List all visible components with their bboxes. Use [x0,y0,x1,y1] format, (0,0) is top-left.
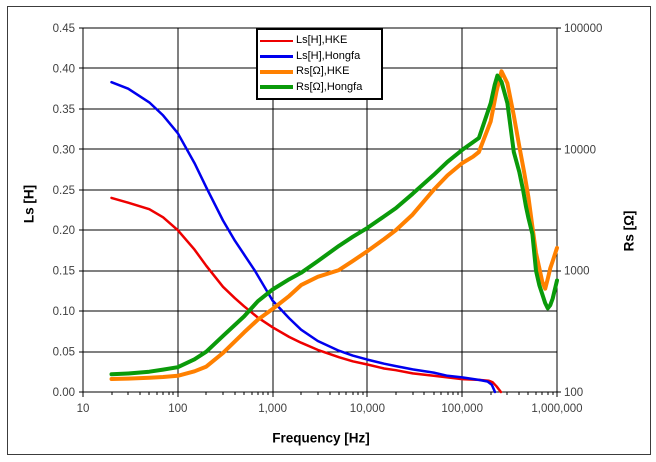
left-axis-tick-label: 0.30 [53,144,75,156]
right-axis-tick-label: 1000 [564,266,590,278]
legend-label: Rs[Ω],Hongfa [296,80,363,93]
legend-label: Ls[H],Hongfa [296,49,361,62]
left-axis-tick-label: 0.00 [53,387,75,399]
series-line-Rs[Ω],Hongfa [109,73,559,377]
legend-label: Rs[Ω],HKE [296,65,350,78]
left-axis-tick-label: 0.35 [53,104,75,116]
left-axis-tick-label: 0.40 [53,63,75,75]
right-axis-title: Rs [Ω] [621,210,637,252]
legend-line-swatch [260,55,293,58]
x-axis-tick-label: 10,000 [350,403,385,415]
right-axis-tick-label: 10000 [564,144,596,156]
legend-item: Rs[Ω],Hongfa [260,80,379,96]
left-axis-tick-label: 0.25 [53,185,75,197]
right-axis-tick-label: 100 [564,387,583,399]
x-axis-tick-label: 100,000 [441,403,483,415]
x-axis-tick-label: 1,000 [258,403,287,415]
tick-labels: 0.00 0.05 0.10 0.15 0.20 0.25 0.30 0.35 0.40 0.45… [53,23,603,415]
left-axis-tick-label: 0.10 [53,306,75,318]
left-axis-tick-label: 0.15 [53,266,75,278]
legend-line-swatch [260,39,293,42]
series-line-Rs[Ω],HKE [109,69,559,381]
legend-line-swatch [260,85,293,90]
legend-label: Ls[H],HKE [296,34,348,47]
legend-item: Ls[H],HKE [260,33,379,49]
left-axis-tick-label: 0.45 [53,23,75,35]
left-axis-title: Ls [H] [21,184,37,224]
chart-frame-border [7,6,651,455]
legend-item: Rs[Ω],HKE [260,64,379,80]
x-axis-title: Frequency [Hz] [272,430,370,446]
left-axis-tick-label: 0.20 [53,225,75,237]
series-line-Ls[H],Hongfa [110,80,497,394]
series-line-Ls[H],HKE [110,196,503,394]
x-axis-tick-label: 10 [77,403,90,415]
legend-line-swatch [260,69,293,74]
right-axis-tick-label: 100000 [564,23,602,35]
left-axis-tick-label: 0.05 [53,347,75,359]
x-axis-tick-label: 100 [168,403,187,415]
legend: Ls[H],HKE Ls[H],Hongfa Rs[Ω],HKE Rs[Ω],H… [256,28,383,100]
legend-item: Ls[H],Hongfa [260,49,379,65]
x-axis-tick-label: 1,000,000 [531,403,582,415]
